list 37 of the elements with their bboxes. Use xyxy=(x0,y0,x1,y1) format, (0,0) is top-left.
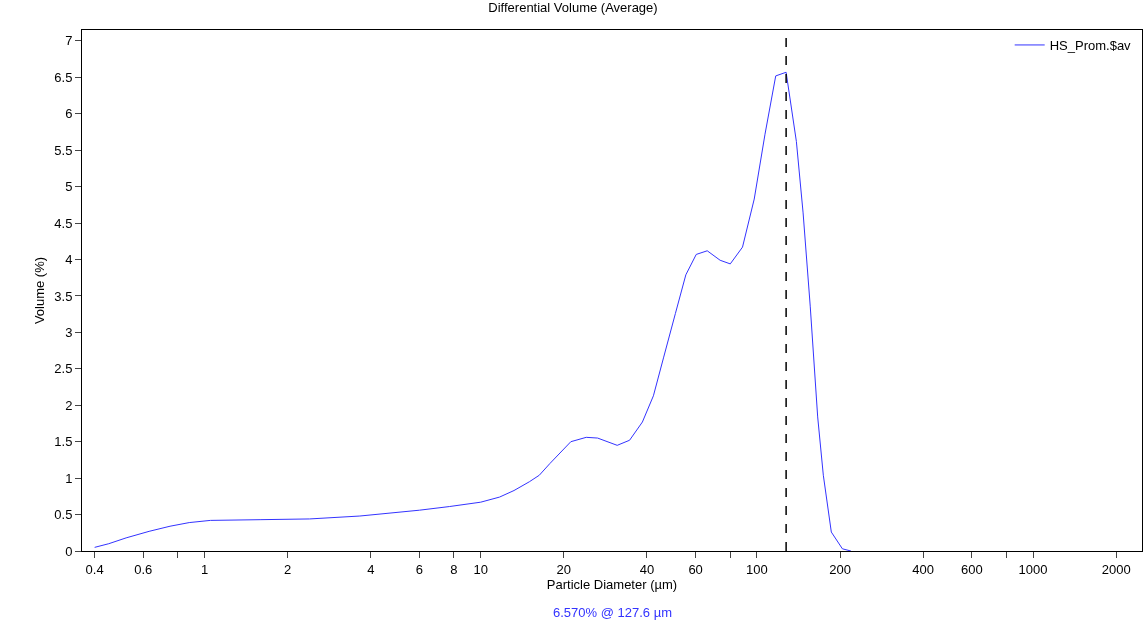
y-tick-label: 4 xyxy=(65,252,73,268)
y-tick-label: 3.5 xyxy=(54,288,73,304)
y-axis-title: Volume (%) xyxy=(32,256,48,325)
y-tick-label: 7 xyxy=(65,33,73,49)
x-tick-label: 40 xyxy=(639,561,655,577)
x-tick-label: 400 xyxy=(912,561,935,577)
x-tick-label: 2 xyxy=(284,561,292,577)
y-tick-label: 4.5 xyxy=(54,215,73,231)
y-tick-label: 3 xyxy=(65,324,73,340)
x-tick-label: 60 xyxy=(688,561,703,577)
y-tick-label: 5 xyxy=(65,179,73,195)
y-tick-label: 0 xyxy=(65,543,73,559)
x-tick-label: 4 xyxy=(367,561,375,577)
x-tick-label: 10 xyxy=(473,561,488,577)
y-tick-label: 5.5 xyxy=(54,142,73,158)
y-tick-label: 1.5 xyxy=(54,434,73,450)
x-tick-label: 1 xyxy=(200,561,209,577)
y-tick-label: 2 xyxy=(65,397,73,413)
chart-title: Differential Volume (Average) xyxy=(488,0,658,16)
y-tick-label: 6 xyxy=(65,106,73,122)
y-tick-label: 1 xyxy=(65,470,73,486)
x-tick-label: 2000 xyxy=(1101,561,1131,577)
x-tick-label: 600 xyxy=(960,561,983,577)
x-tick-label: 0.4 xyxy=(85,561,104,577)
x-tick-label: 200 xyxy=(829,561,851,577)
x-axis-title: Particle Diameter (µm) xyxy=(546,576,678,592)
x-tick-label: 0.6 xyxy=(134,561,153,577)
y-tick-label: 0.5 xyxy=(54,507,73,523)
x-tick-label: 20 xyxy=(556,561,572,577)
y-tick-label: 6.5 xyxy=(54,69,73,85)
y-tick-label: 2.5 xyxy=(54,361,73,377)
x-tick-label: 1000 xyxy=(1018,561,1048,577)
text: 6.570% @ 127.6 µm xyxy=(553,605,672,620)
x-tick-label: 6 xyxy=(415,561,424,577)
legend-label: HS_Prom.$av xyxy=(1049,38,1132,54)
x-tick-label: 8 xyxy=(450,561,458,577)
x-tick-label: 100 xyxy=(746,561,768,577)
